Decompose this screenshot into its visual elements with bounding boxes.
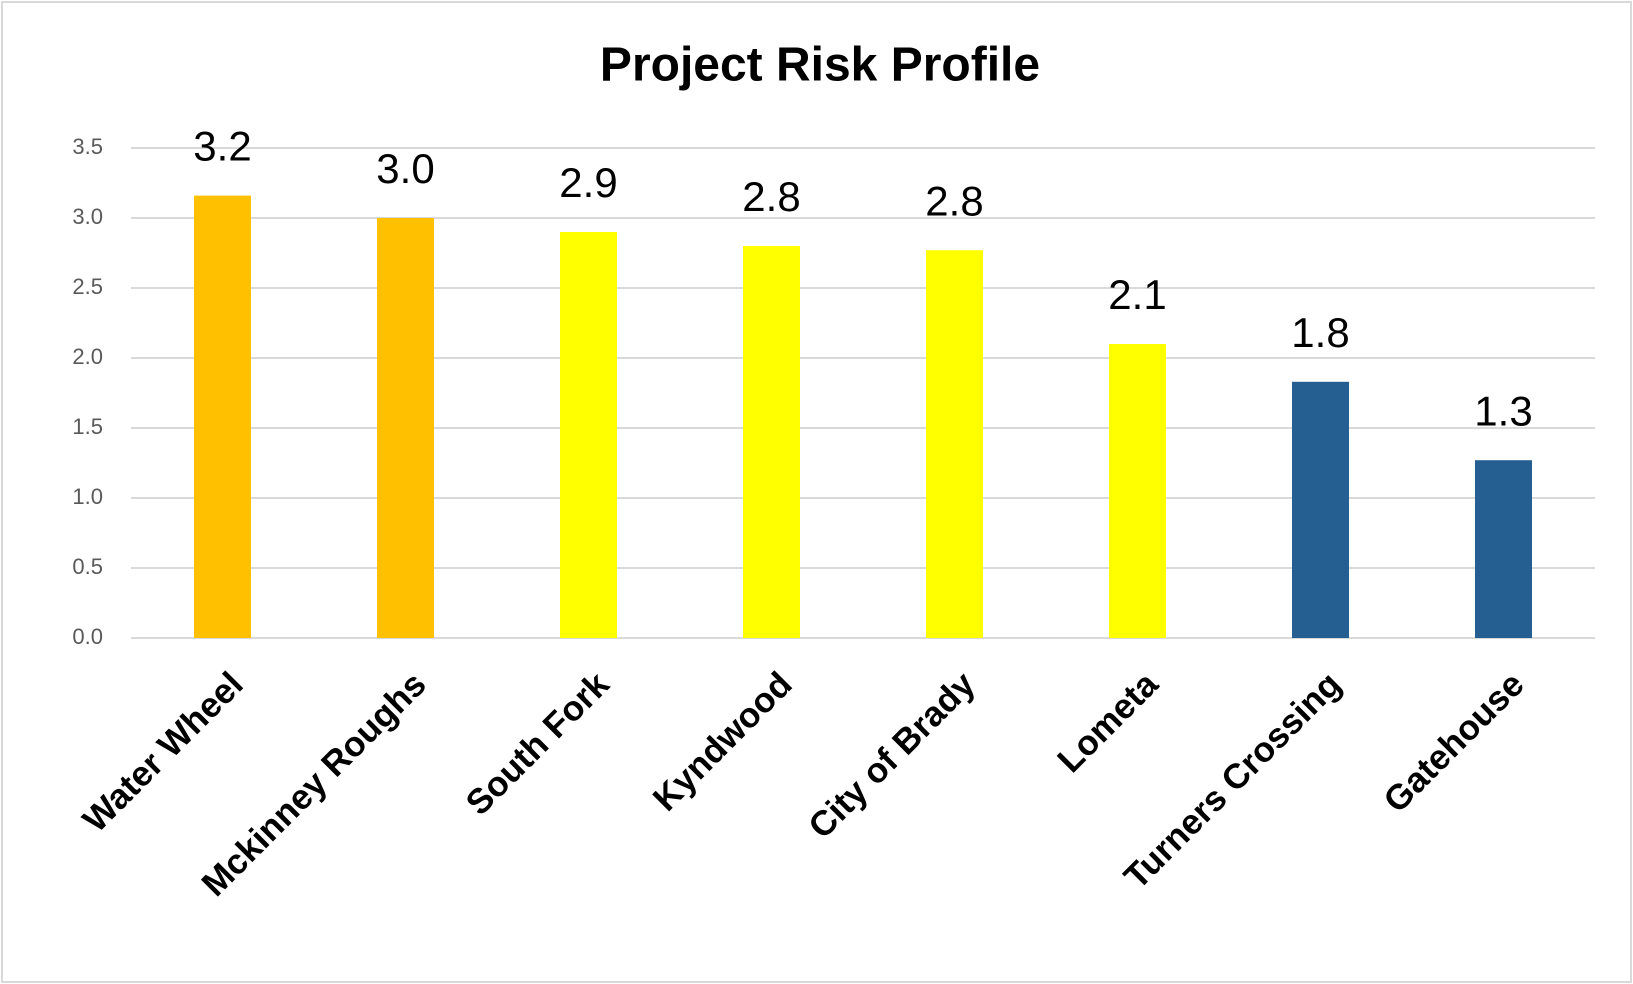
bar bbox=[560, 232, 617, 638]
bar bbox=[377, 218, 434, 638]
bar bbox=[1292, 381, 1349, 638]
data-label: 2.8 bbox=[742, 173, 800, 220]
y-tick-label: 3.0 bbox=[72, 204, 103, 229]
y-tick-label: 1.5 bbox=[72, 414, 103, 439]
chart-title: Project Risk Profile bbox=[600, 39, 1040, 92]
y-tick-label: 2.0 bbox=[72, 344, 103, 369]
y-tick-label: 1.0 bbox=[72, 484, 103, 509]
data-label: 3.0 bbox=[376, 145, 434, 192]
y-tick-label: 3.5 bbox=[72, 134, 103, 159]
y-tick-label: 2.5 bbox=[72, 274, 103, 299]
data-label: 1.8 bbox=[1291, 309, 1349, 356]
data-label: 2.1 bbox=[1108, 271, 1166, 318]
data-label: 2.9 bbox=[559, 159, 617, 206]
bar bbox=[1475, 460, 1532, 638]
y-tick-label: 0.0 bbox=[72, 624, 103, 649]
data-label: 1.3 bbox=[1474, 387, 1532, 434]
bar bbox=[743, 246, 800, 638]
bar bbox=[926, 250, 983, 638]
data-label: 2.8 bbox=[925, 177, 983, 224]
data-label: 3.2 bbox=[193, 123, 251, 170]
bar bbox=[194, 195, 251, 638]
y-tick-label: 0.5 bbox=[72, 554, 103, 579]
bar bbox=[1109, 344, 1166, 638]
